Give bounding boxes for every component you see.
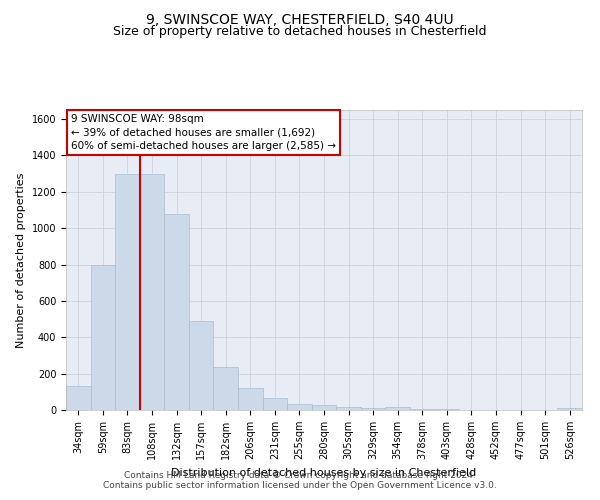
Bar <box>287 404 312 410</box>
X-axis label: Distribution of detached houses by size in Chesterfield: Distribution of detached houses by size … <box>172 468 476 477</box>
Text: 9, SWINSCOE WAY, CHESTERFIELD, S40 4UU: 9, SWINSCOE WAY, CHESTERFIELD, S40 4UU <box>146 12 454 26</box>
Bar <box>361 408 385 410</box>
Bar <box>410 409 434 410</box>
Text: Contains HM Land Registry data © Crown copyright and database right 2024.: Contains HM Land Registry data © Crown c… <box>124 471 476 480</box>
Bar <box>115 174 140 410</box>
Text: 9 SWINSCOE WAY: 98sqm
← 39% of detached houses are smaller (1,692)
60% of semi-d: 9 SWINSCOE WAY: 98sqm ← 39% of detached … <box>71 114 336 151</box>
Bar <box>164 214 189 410</box>
Bar <box>557 408 582 410</box>
Text: Size of property relative to detached houses in Chesterfield: Size of property relative to detached ho… <box>113 25 487 38</box>
Bar <box>312 406 336 410</box>
Bar <box>263 398 287 410</box>
Bar <box>238 388 263 410</box>
Bar <box>214 368 238 410</box>
Y-axis label: Number of detached properties: Number of detached properties <box>16 172 26 348</box>
Bar <box>91 264 115 410</box>
Bar <box>336 408 361 410</box>
Bar <box>385 408 410 410</box>
Bar <box>189 321 214 410</box>
Bar <box>66 386 91 410</box>
Bar <box>140 174 164 410</box>
Text: Contains public sector information licensed under the Open Government Licence v3: Contains public sector information licen… <box>103 481 497 490</box>
